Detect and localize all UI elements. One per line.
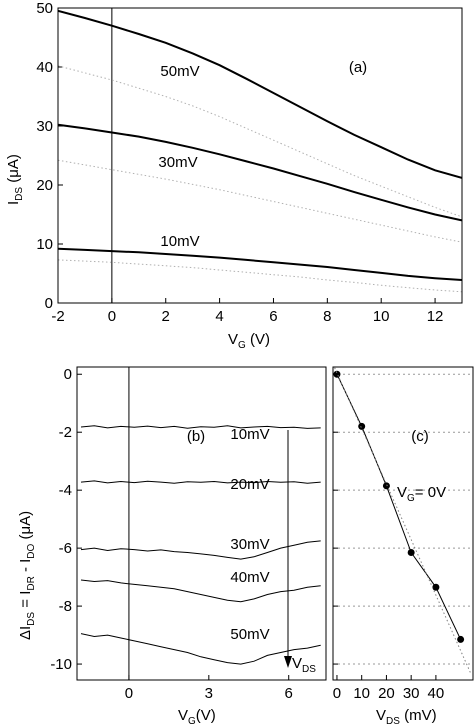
annotation-part: = 0V [415, 484, 446, 501]
series-label: 10mV [160, 233, 199, 250]
x-tick-label: 12 [427, 308, 444, 325]
x-tick-label: 2 [162, 308, 170, 325]
y-axis-title-part: (μA) [5, 154, 22, 187]
series-label: 10mV [230, 426, 269, 443]
panel-label: (a) [349, 59, 367, 76]
x-tick-label: -2 [51, 308, 64, 325]
arrow-label-part: V [292, 655, 302, 672]
y-tick-label: -8 [59, 598, 72, 615]
data-line [80, 540, 321, 560]
y-tick-label: -2 [59, 424, 72, 441]
x-tick-label: 6 [285, 685, 293, 702]
plot-frame [76, 366, 327, 681]
y-tick-label: 0 [45, 295, 53, 312]
plot-frame [332, 366, 474, 681]
data-line [80, 480, 321, 484]
data-line [58, 9, 462, 179]
x-axis-title-part: (V) [246, 331, 270, 348]
annotation-part: V [397, 484, 407, 501]
x-axis-title-part: G [238, 340, 246, 351]
y-tick-label: 50 [36, 0, 53, 17]
x-axis-title: VG(V) [178, 707, 216, 725]
series-label: 30mV [158, 154, 197, 171]
x-axis-title-part: (V) [196, 707, 216, 724]
x-axis-title-part: V [228, 331, 238, 348]
y-tick-label: 30 [36, 118, 53, 135]
x-tick-label: 0 [108, 308, 116, 325]
y-axis-title-part: DS [26, 612, 37, 626]
y-axis-title-part: = I [17, 591, 34, 612]
panel-label: (b) [187, 428, 205, 445]
data-line [336, 373, 462, 640]
y-axis-title-part: DR [26, 576, 37, 590]
plot-frame [57, 7, 463, 304]
y-axis-title-part: (μA) [17, 511, 34, 544]
data-line [58, 123, 462, 222]
x-tick-label: 8 [323, 308, 331, 325]
y-axis-title-part: DO [26, 543, 37, 558]
data-point [407, 548, 415, 556]
dotted-line [58, 159, 462, 243]
y-axis-title-part: I [5, 201, 22, 205]
x-tick-label: 10 [353, 685, 370, 702]
x-axis-title-part: DS [386, 716, 400, 725]
series-label: 30mV [230, 536, 269, 553]
y-tick-label: -10 [50, 656, 72, 673]
y-axis-title-part: ΔI [17, 626, 34, 640]
y-tick-label: -6 [59, 540, 72, 557]
x-axis-title: VG (V) [228, 331, 270, 351]
y-axis-title: ΔIDS = IDR - IDO (μA) [17, 511, 37, 640]
dotted-line [58, 65, 462, 218]
x-tick-label: 10 [373, 308, 390, 325]
x-axis-title-part: V [376, 707, 386, 724]
annotation-part: G [407, 493, 415, 504]
arrow-head [284, 656, 292, 668]
x-tick-label: 6 [269, 308, 277, 325]
y-tick-label: -4 [59, 482, 72, 499]
y-tick-label: 20 [36, 177, 53, 194]
series-label: 20mV [230, 476, 269, 493]
annotation: VG= 0V [397, 484, 446, 504]
y-tick-label: 10 [36, 236, 53, 253]
y-axis-title: IDS (μA) [5, 154, 25, 205]
data-line [80, 425, 321, 429]
series-label: 50mV [230, 626, 269, 643]
data-line [80, 579, 321, 603]
data-line [58, 247, 462, 281]
x-axis-title-part: V [178, 707, 188, 724]
arrow-label: VDS [292, 655, 316, 675]
x-tick-label: 30 [403, 685, 420, 702]
arrow-label-part: DS [302, 664, 316, 675]
x-tick-label: 20 [378, 685, 395, 702]
data-point [457, 635, 465, 643]
data-point [358, 422, 366, 430]
x-tick-label: 3 [205, 685, 213, 702]
x-axis-title-part: G [188, 716, 196, 725]
data-point [432, 583, 440, 591]
series-label: 50mV [160, 63, 199, 80]
x-tick-label: 0 [125, 685, 133, 702]
x-axis-title: VDS (mV) [376, 707, 437, 725]
data-point [382, 482, 390, 490]
series-label: 40mV [230, 569, 269, 586]
x-tick-label: 0 [333, 685, 341, 702]
y-tick-label: 0 [64, 366, 72, 383]
x-tick-label: 4 [215, 308, 223, 325]
y-axis-title-part: DS [14, 187, 25, 201]
panel-label: (c) [411, 428, 429, 445]
y-axis-title-part: - I [17, 559, 34, 577]
x-tick-label: 40 [428, 685, 445, 702]
x-axis-title-part: (mV) [400, 707, 437, 724]
y-tick-label: 40 [36, 59, 53, 76]
dotted-line [333, 367, 471, 674]
data-line [80, 633, 321, 665]
